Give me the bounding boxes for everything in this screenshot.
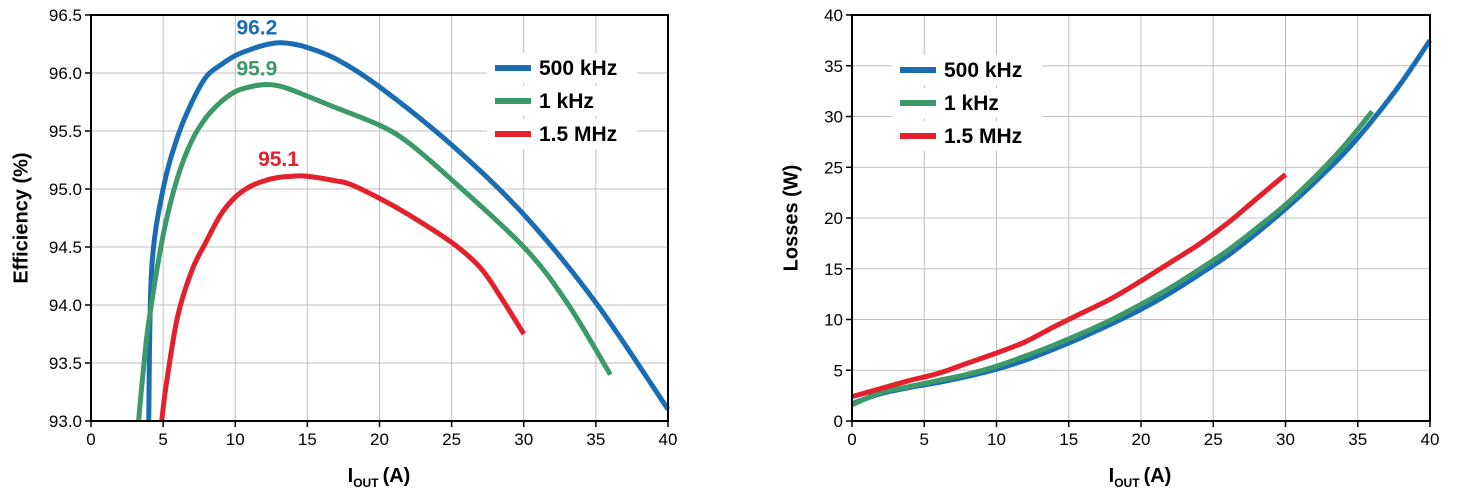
data-annotation: 95.9	[236, 57, 277, 80]
y-tick-label: 95.5	[49, 122, 82, 141]
x-tick-label: 35	[586, 430, 605, 449]
series-line-2	[850, 109, 1375, 408]
series-line-2	[136, 82, 613, 422]
y-tick-label: 15	[824, 260, 843, 279]
y-tick-label: 20	[824, 209, 843, 228]
y-tick-label: 94.5	[49, 238, 82, 257]
y-axis-label: Losses (W)	[780, 165, 802, 272]
x-axis-label: IOUT (A)	[348, 465, 411, 490]
chart-panel-1: 0 5 10 15 20 25 30 35 40 93.0 93.5 94.0 94.5 95.0 95.5…	[10, 6, 677, 490]
legend: 500 kHz 1 kHz 1.5 MHz	[892, 55, 1042, 151]
legend-label: 1.5 MHz	[944, 125, 1022, 148]
data-annotation: 96.2	[236, 17, 277, 40]
x-tick-label: 5	[920, 430, 929, 449]
y-tick-label: 30	[824, 108, 843, 127]
x-tick-label: 15	[1059, 430, 1078, 449]
legend-label: 500 kHz	[944, 59, 1022, 82]
legend-label: 1 kHz	[539, 90, 594, 113]
y-tick-label: 93.5	[49, 354, 82, 373]
x-tick-label: 35	[1348, 430, 1367, 449]
series-line-3	[159, 173, 526, 422]
x-tick-label: 25	[442, 430, 461, 449]
y-tick-label: 93.0	[49, 412, 82, 431]
chart-panel-2: 0 5 10 15 20 25 30 35 40 0 5 10 15 20 25 30 35 40 Losses (…	[780, 6, 1439, 490]
x-tick-label: 30	[1276, 430, 1295, 449]
y-tick-label: 96.5	[49, 6, 82, 25]
data-annotation: 95.1	[258, 148, 299, 171]
y-tick-label: 0	[834, 412, 843, 431]
y-tick-label: 5	[834, 361, 843, 380]
x-axis-label-main: I	[348, 465, 354, 487]
x-tick-label: 15	[298, 430, 317, 449]
x-axis-label-subscript: OUT	[1114, 476, 1140, 490]
x-tick-label: 10	[226, 430, 245, 449]
x-tick-label: 20	[370, 430, 389, 449]
x-tick-label: 5	[158, 430, 167, 449]
x-tick-label: 30	[514, 430, 533, 449]
x-axis-label-subscript: OUT	[353, 476, 379, 490]
legend-label: 1.5 MHz	[539, 123, 617, 146]
x-tick-label: 40	[659, 430, 678, 449]
x-tick-label: 25	[1204, 430, 1223, 449]
x-axis-label-main: I	[1109, 465, 1115, 487]
x-tick-label: 0	[86, 430, 95, 449]
x-tick-label: 10	[987, 430, 1006, 449]
series-line-1	[146, 40, 671, 422]
x-axis-label-unit: (A)	[1144, 465, 1172, 487]
legend: 500 kHz 1 kHz 1.5 MHz	[487, 53, 637, 149]
legend-label: 1 kHz	[944, 92, 999, 115]
y-tick-label: 10	[824, 311, 843, 330]
x-tick-label: 0	[847, 430, 856, 449]
x-axis-label: IOUT (A)	[1109, 465, 1172, 490]
x-axis-label-unit: (A)	[383, 465, 411, 487]
legend-label: 500 kHz	[539, 57, 617, 80]
y-tick-label: 96.0	[49, 64, 82, 83]
series-line-3	[851, 172, 1288, 400]
y-tick-label: 95.0	[49, 180, 82, 199]
x-tick-label: 20	[1132, 430, 1151, 449]
y-tick-label: 40	[824, 6, 843, 25]
y-axis-label: Efficiency (%)	[10, 152, 32, 283]
y-tick-label: 94.0	[49, 296, 82, 315]
y-tick-label: 35	[824, 57, 843, 76]
x-tick-label: 40	[1421, 430, 1440, 449]
y-tick-label: 25	[824, 158, 843, 177]
